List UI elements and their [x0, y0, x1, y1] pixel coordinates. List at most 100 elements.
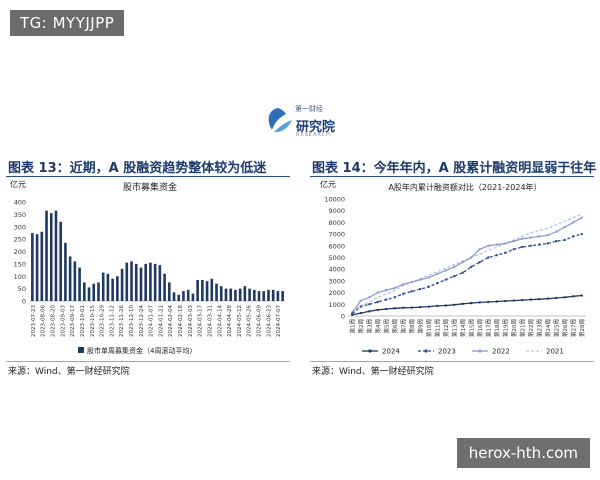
logo-text: 研究院 — [296, 120, 336, 135]
series-point-2024 — [521, 298, 524, 302]
series-point-2024 — [444, 304, 447, 307]
left-bar — [130, 261, 133, 301]
left-bar — [158, 265, 162, 301]
series-point-2024 — [546, 297, 549, 300]
left-bar — [101, 272, 105, 301]
left-bar — [229, 288, 232, 301]
left-bar — [276, 291, 280, 301]
left-y-tick-label: 200 — [14, 248, 26, 256]
left-bar — [196, 279, 199, 301]
series-point-2023 — [546, 242, 549, 245]
right-chart: A股年内累计融资额对比（2021-2024年） 亿元 0 1000 2000 3000 40… — [320, 179, 586, 356]
series-point-2023 — [402, 292, 405, 295]
series-point-2024 — [580, 294, 583, 297]
series-point-2022 — [419, 278, 422, 281]
right-title-rule — [310, 176, 594, 177]
right-x-tick-label: 第22周 — [527, 319, 535, 337]
left-bar — [257, 291, 261, 301]
left-bar — [153, 263, 157, 301]
series-point-2022 — [436, 272, 439, 276]
left-bottom-rule — [6, 361, 290, 362]
legend-label-2021: 2021 — [546, 348, 564, 356]
series-point-2022 — [402, 283, 405, 286]
right-x-tick-label: 第20周 — [510, 319, 518, 337]
series-point-2024 — [470, 301, 473, 305]
left-y-tick-label: 350 — [14, 211, 26, 219]
series-point-2022 — [385, 289, 388, 292]
series-point-2022 — [504, 242, 507, 245]
series-line-2024 — [352, 294, 582, 316]
right-y-tick-label: 4000 — [328, 266, 345, 274]
series-point-2024 — [359, 311, 362, 315]
legend-marker-2023 — [424, 349, 428, 353]
left-chart-title: 股市募集资金 — [123, 181, 177, 193]
series-point-2022 — [470, 256, 473, 259]
series-point-2022 — [546, 234, 549, 237]
series-point-2023 — [385, 298, 388, 301]
logo-english: RESEARCH — [296, 132, 331, 138]
right-y-tick-label: 1000 — [328, 301, 345, 309]
left-bar — [267, 289, 270, 301]
left-bar — [215, 283, 218, 301]
left-x-tick-label: 2024-07-07 — [276, 305, 282, 337]
left-x-tick-label: 2024-06-23 — [266, 305, 272, 337]
left-bar — [219, 286, 223, 301]
right-y-tick-label: 0 — [341, 313, 345, 321]
left-x-tick-label: 2023-10-15 — [90, 305, 96, 337]
right-x-tick-label: 第11周 — [433, 319, 441, 337]
series-point-2022 — [538, 235, 541, 238]
series-point-2022 — [359, 299, 362, 302]
series-point-2023 — [521, 245, 524, 249]
left-bar — [182, 291, 185, 301]
left-bar — [35, 234, 39, 301]
series-point-2024 — [436, 304, 439, 308]
series-point-2024 — [427, 305, 430, 308]
left-bar — [243, 286, 247, 301]
series-point-2023 — [504, 251, 507, 255]
left-bar — [87, 287, 91, 301]
series-line-2022 — [351, 217, 583, 313]
watermark-top: TG: MYYJJPP — [10, 10, 125, 36]
left-y-tick-label: 150 — [14, 260, 26, 268]
left-bar — [116, 276, 119, 301]
logo-icon — [268, 108, 292, 133]
right-y-tick-label: 9000 — [328, 207, 345, 215]
left-x-tick-label: 2023-12-24 — [139, 305, 145, 337]
series-point-2023 — [444, 278, 447, 281]
right-x-tick-label: 第1周 — [348, 319, 356, 334]
series-point-2022 — [368, 296, 371, 299]
series-point-2024 — [563, 296, 566, 299]
left-bar — [97, 282, 100, 301]
left-bar — [238, 288, 242, 301]
right-x-tick-label: 第19周 — [501, 319, 509, 337]
left-x-tick-label: 2024-02-18 — [178, 305, 184, 337]
right-y-unit: 亿元 — [320, 179, 336, 189]
series-point-2022 — [444, 269, 447, 272]
series-point-2024 — [351, 313, 354, 317]
left-bar — [125, 262, 129, 301]
left-bar — [73, 261, 77, 301]
left-bar — [49, 213, 53, 301]
series-point-2022 — [555, 230, 558, 233]
left-y-tick-label: 100 — [14, 273, 26, 281]
series-point-2022 — [393, 286, 396, 290]
left-bar — [31, 232, 34, 301]
left-y-tick-label: 300 — [14, 223, 26, 231]
left-x-tick-label: 2023-08-20 — [51, 305, 57, 337]
left-bar — [40, 231, 44, 301]
left-bar — [83, 282, 86, 301]
right-x-tick-label: 第4周 — [374, 319, 382, 334]
series-point-2023 — [538, 243, 541, 246]
left-x-tick-label: 2024-05-26 — [247, 305, 253, 337]
series-line-2021 — [351, 213, 583, 312]
series-point-2023 — [512, 248, 515, 251]
left-title-rule — [6, 176, 290, 177]
left-bar — [59, 221, 62, 301]
left-x-tick-label: 2023-11-26 — [119, 305, 125, 337]
series-point-2023 — [419, 287, 422, 291]
series-point-2022 — [512, 239, 515, 243]
right-x-tick-label: 第21周 — [518, 319, 526, 337]
right-x-tick-label: 第10周 — [425, 319, 433, 337]
left-bar — [234, 289, 237, 301]
legend-marker-2022 — [478, 349, 482, 353]
